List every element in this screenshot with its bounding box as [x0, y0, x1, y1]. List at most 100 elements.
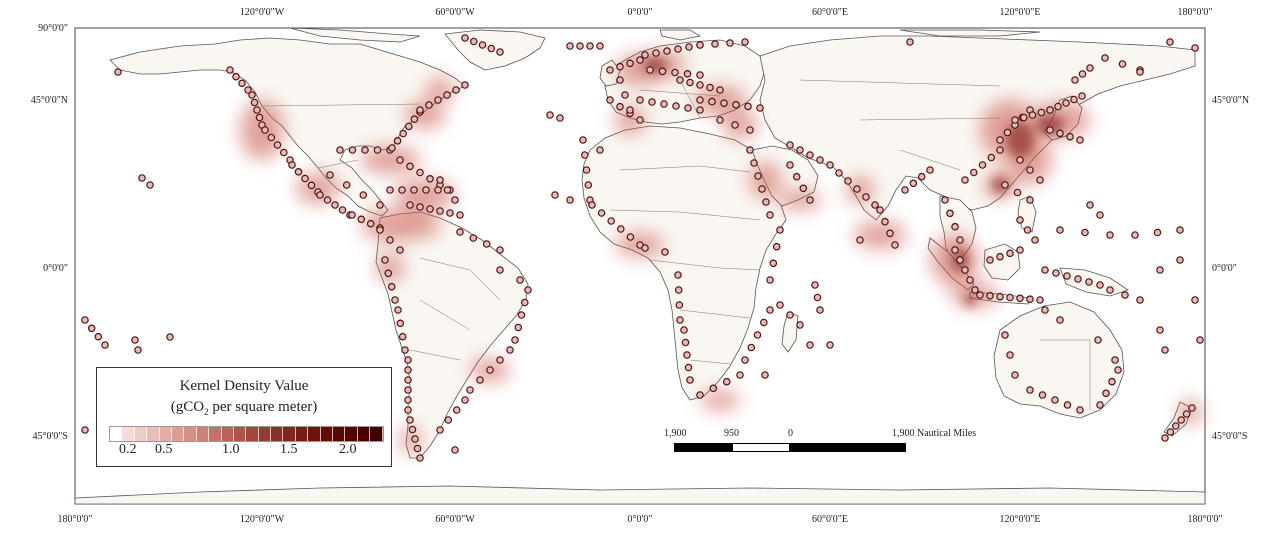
port-point: [696, 96, 704, 104]
port-point: [496, 246, 504, 254]
port-point: [517, 311, 526, 319]
port-point: [396, 319, 405, 328]
port-point: [708, 97, 716, 106]
port-point: [336, 146, 344, 154]
port-point: [806, 151, 814, 159]
port-point: [391, 296, 399, 304]
port-point: [101, 341, 109, 349]
port-point: [556, 114, 564, 122]
scale-label-1: 950: [724, 428, 739, 439]
right-latitude-label: 45°0'0"S: [1212, 431, 1247, 442]
port-point: [1161, 434, 1169, 442]
port-point: [404, 386, 412, 394]
port-point: [466, 386, 474, 394]
port-point: [674, 45, 682, 53]
port-point: [416, 168, 424, 177]
legend-color-ramp: [109, 426, 384, 442]
port-point: [1102, 389, 1110, 398]
port-point: [87, 324, 96, 333]
port-point: [323, 196, 332, 204]
port-point: [986, 291, 994, 300]
port-point: [373, 146, 382, 154]
port-point: [1006, 249, 1014, 258]
port-point: [366, 219, 375, 228]
port-point: [487, 44, 496, 53]
port-point: [359, 191, 368, 199]
port-point: [267, 133, 276, 142]
port-point: [1196, 336, 1204, 344]
port-point: [1036, 296, 1044, 304]
port-point: [696, 41, 704, 49]
port-point: [996, 146, 1004, 154]
port-point: [579, 136, 587, 144]
port-point: [816, 156, 824, 164]
port-point: [1031, 236, 1039, 244]
port-point: [452, 406, 461, 414]
density-core: [964, 294, 976, 306]
port-point: [826, 161, 834, 169]
port-point: [279, 148, 288, 157]
port-point: [416, 454, 424, 462]
ramp-swatch: [147, 427, 160, 441]
port-point: [626, 59, 634, 68]
port-point: [461, 34, 469, 42]
port-point: [835, 169, 843, 177]
port-point: [652, 49, 660, 57]
port-point: [769, 259, 778, 268]
port-point: [796, 321, 804, 329]
port-point: [238, 79, 246, 88]
port-point: [956, 236, 964, 244]
port-point: [746, 126, 754, 134]
port-point: [404, 376, 412, 384]
port-point: [396, 246, 404, 254]
port-point: [451, 446, 459, 454]
port-point: [486, 366, 494, 374]
ramp-swatch: [258, 427, 272, 441]
port-point: [1052, 269, 1060, 277]
port-point: [1026, 386, 1034, 394]
port-point: [1188, 404, 1196, 412]
port-point: [853, 185, 861, 193]
port-point: [566, 196, 574, 204]
port-point: [401, 346, 409, 354]
port-point: [766, 211, 774, 219]
port-point: [138, 174, 146, 182]
port-point: [288, 161, 296, 169]
port-point: [726, 39, 734, 47]
port-point: [674, 286, 683, 294]
port-point: [404, 366, 412, 374]
port-point: [444, 416, 453, 424]
port-point: [732, 101, 740, 109]
port-point: [826, 341, 834, 349]
density-halo: [360, 146, 420, 174]
port-point: [1086, 64, 1094, 72]
port-point: [786, 161, 794, 169]
siberia-islands: [899, 29, 1041, 37]
legend-tick-3: 1.5: [280, 442, 298, 457]
port-point: [384, 269, 393, 278]
port-point: [476, 376, 484, 384]
port-point: [762, 198, 770, 206]
ramp-swatch: [370, 427, 383, 441]
ramp-swatch: [171, 427, 185, 441]
density-halo: [614, 106, 646, 134]
port-point: [671, 68, 679, 77]
port-point: [685, 43, 693, 51]
madagascar: [781, 311, 799, 353]
port-point: [1182, 410, 1191, 418]
port-point: [646, 66, 654, 74]
port-point: [876, 206, 884, 214]
legend-tick-2: 1.0: [222, 442, 240, 457]
port-point: [1076, 136, 1084, 144]
right-latitude-label: 45°0'0"N: [1212, 95, 1249, 106]
port-point: [741, 38, 749, 46]
port-point: [436, 176, 444, 184]
port-point: [816, 306, 824, 314]
port-point: [1003, 128, 1012, 137]
port-point: [134, 346, 142, 354]
bottom-longitude-label: 120°0'0"W: [240, 514, 285, 525]
port-point: [661, 248, 669, 256]
port-point: [482, 240, 491, 248]
ramp-swatch: [233, 427, 247, 441]
top-longitude-label: 60°0'0"W: [435, 7, 475, 18]
